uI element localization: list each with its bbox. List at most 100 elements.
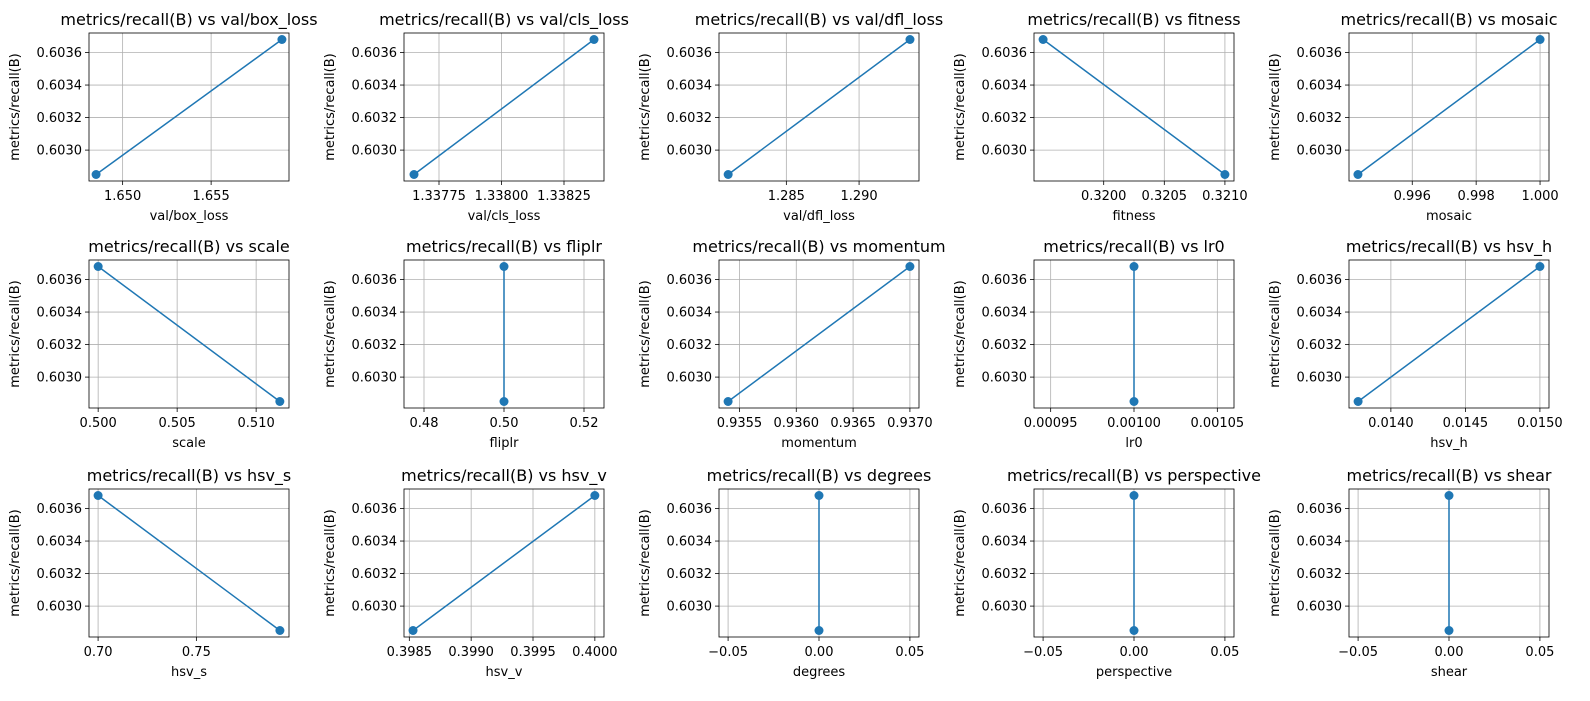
y-tick-label: 0.6034 — [982, 535, 1028, 550]
y-tick-label: 0.6036 — [667, 502, 713, 517]
x-tick-label: −0.05 — [1023, 645, 1063, 660]
plot-frame — [1348, 32, 1550, 182]
y-tick-label: 0.6034 — [982, 79, 1028, 94]
x-tick-label: 0.3985 — [387, 645, 433, 660]
data-point — [723, 396, 733, 406]
data-point — [93, 491, 103, 501]
x-tick-label: 0.9365 — [830, 416, 876, 431]
series-line — [413, 38, 595, 176]
x-axis-label: shear — [1431, 665, 1468, 680]
y-tick-label: 0.6036 — [1297, 502, 1343, 517]
x-tick-label: 0.00095 — [1024, 416, 1078, 431]
subplot-4: 0.3200 0.3205 0.3210 0.6030 0.6032 0.6034 0.60… — [953, 10, 1248, 224]
y-tick-label: 0.6034 — [667, 306, 713, 321]
x-axis-label: scale — [172, 436, 206, 451]
subplot-11: 0.70 0.75 0.6030 0.6032 0.6034 0.6036 metrics/… — [8, 466, 291, 680]
x-axis-label: lr0 — [1125, 436, 1142, 451]
data-point — [1129, 262, 1139, 272]
y-tick-label: 0.6036 — [982, 273, 1028, 288]
x-tick-label: 0.52 — [570, 416, 599, 431]
subplot-title: metrics/recall(B) vs momentum — [692, 237, 945, 256]
y-tick-label: 0.6032 — [37, 111, 83, 126]
data-point — [1353, 396, 1363, 406]
y-tick-label: 0.6032 — [352, 338, 398, 353]
x-axis-label: hsv_s — [171, 665, 207, 680]
x-tick-label: 0.05 — [1210, 645, 1239, 660]
data-point — [1129, 625, 1139, 635]
subplot-2: 1.33775 1.33800 1.33825 0.6030 0.6032 0.6034 0… — [323, 10, 629, 224]
x-tick-label: 1.285 — [768, 189, 805, 204]
x-axis-label: fitness — [1112, 209, 1155, 224]
subplot-title: metrics/recall(B) vs hsv_h — [1346, 237, 1552, 257]
y-axis-label: metrics/recall(B) — [8, 280, 23, 387]
series-line — [1357, 38, 1541, 176]
x-axis-label: perspective — [1096, 665, 1172, 680]
y-tick-label: 0.6030 — [37, 600, 83, 615]
y-tick-label: 0.6032 — [37, 338, 83, 353]
data-point — [93, 262, 103, 272]
y-axis-label: metrics/recall(B) — [1268, 280, 1283, 387]
x-tick-label: −0.05 — [708, 645, 748, 660]
y-tick-label: 0.6034 — [37, 535, 83, 550]
data-point — [905, 35, 915, 45]
x-tick-label: 0.996 — [1394, 189, 1431, 204]
series-line — [727, 38, 911, 176]
subplot-title: metrics/recall(B) vs fitness — [1027, 10, 1240, 29]
x-axis-label: hsv_v — [486, 665, 523, 680]
series-line — [95, 38, 283, 176]
y-tick-label: 0.6030 — [352, 600, 398, 615]
data-point — [1129, 491, 1139, 501]
data-point — [408, 625, 418, 635]
y-axis-label: metrics/recall(B) — [953, 53, 968, 160]
x-axis-label: momentum — [781, 436, 857, 451]
y-tick-label: 0.6036 — [982, 502, 1028, 517]
data-point — [499, 396, 509, 406]
x-axis-label: val/dfl_loss — [783, 209, 855, 224]
plot-frame — [88, 32, 290, 182]
data-point — [275, 625, 285, 635]
x-tick-label: 0.05 — [1525, 645, 1554, 660]
plot-frame — [403, 488, 605, 638]
y-axis-label: metrics/recall(B) — [638, 509, 653, 616]
data-point — [814, 491, 824, 501]
y-axis-label: metrics/recall(B) — [953, 280, 968, 387]
subplot-13: −0.05 0.00 0.05 0.6030 0.6032 0.6034 0.6036 met… — [638, 466, 931, 680]
y-tick-label: 0.6036 — [667, 273, 713, 288]
x-tick-label: 1.33775 — [412, 189, 466, 204]
data-point — [1129, 396, 1139, 406]
x-tick-label: 0.00 — [1120, 645, 1149, 660]
y-axis-label: metrics/recall(B) — [953, 509, 968, 616]
y-tick-label: 0.6032 — [667, 567, 713, 582]
x-tick-label: 1.33800 — [475, 189, 529, 204]
subplot-title: metrics/recall(B) vs scale — [88, 237, 289, 256]
y-tick-label: 0.6034 — [1297, 79, 1343, 94]
y-tick-label: 0.6036 — [667, 46, 713, 61]
data-point — [1444, 491, 1454, 501]
plot-frame — [718, 259, 920, 409]
subplot-title: metrics/recall(B) vs val/box_loss — [60, 10, 317, 30]
y-tick-label: 0.6032 — [667, 338, 713, 353]
x-tick-label: 1.000 — [1521, 189, 1558, 204]
subplot-title: metrics/recall(B) vs lr0 — [1043, 237, 1224, 256]
subplot-title: metrics/recall(B) vs perspective — [1007, 466, 1261, 485]
data-point — [1535, 35, 1545, 45]
subplot-title: metrics/recall(B) vs shear — [1347, 466, 1552, 485]
y-tick-label: 0.6036 — [352, 46, 398, 61]
subplot-12: 0.3985 0.3990 0.3995 0.4000 0.6030 0.6032 0.60… — [323, 466, 618, 680]
data-point — [723, 169, 733, 179]
y-tick-label: 0.6034 — [1297, 306, 1343, 321]
y-tick-label: 0.6036 — [37, 273, 83, 288]
x-tick-label: 0.500 — [80, 416, 117, 431]
y-tick-label: 0.6034 — [1297, 535, 1343, 550]
y-tick-label: 0.6030 — [352, 144, 398, 159]
y-tick-label: 0.6032 — [982, 111, 1028, 126]
y-tick-label: 0.6032 — [982, 338, 1028, 353]
subplot-5: 0.996 0.998 1.000 0.6030 0.6032 0.6034 0.6036 m… — [1268, 10, 1559, 224]
y-tick-label: 0.6030 — [1297, 144, 1343, 159]
y-tick-label: 0.6032 — [37, 567, 83, 582]
x-tick-label: −0.05 — [1338, 645, 1378, 660]
y-tick-label: 0.6036 — [1297, 273, 1343, 288]
y-axis-label: metrics/recall(B) — [323, 280, 338, 387]
plot-frame — [1348, 259, 1550, 409]
y-tick-label: 0.6034 — [352, 535, 398, 550]
